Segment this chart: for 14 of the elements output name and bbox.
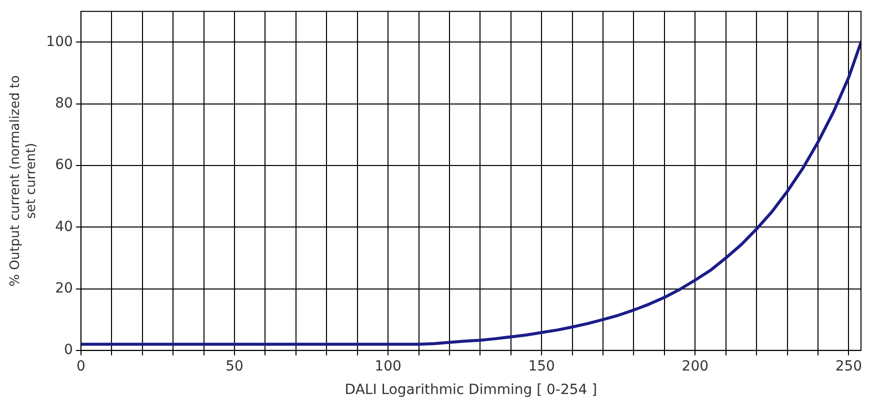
- y-tick-label: 60: [55, 157, 73, 174]
- y-tick-label: 20: [55, 280, 73, 296]
- x-tick-label: 0: [76, 358, 86, 374]
- y-axis-title: % Output current (normalized to set current): [8, 75, 39, 287]
- x-tick-label: 50: [226, 358, 244, 374]
- x-tick-label: 250: [835, 358, 862, 374]
- y-tick-label: 80: [55, 95, 73, 112]
- y-tick-label: 40: [55, 218, 73, 235]
- x-tick-label: 150: [528, 358, 555, 374]
- x-tick-label: 100: [374, 358, 402, 374]
- x-tick-label: 200: [682, 358, 709, 374]
- x-axis-title: DALI Logarithmic Dimming [ 0-254 ]: [344, 382, 598, 398]
- y-tick-label: 100: [46, 34, 73, 50]
- y-tick-label: 0: [64, 342, 73, 358]
